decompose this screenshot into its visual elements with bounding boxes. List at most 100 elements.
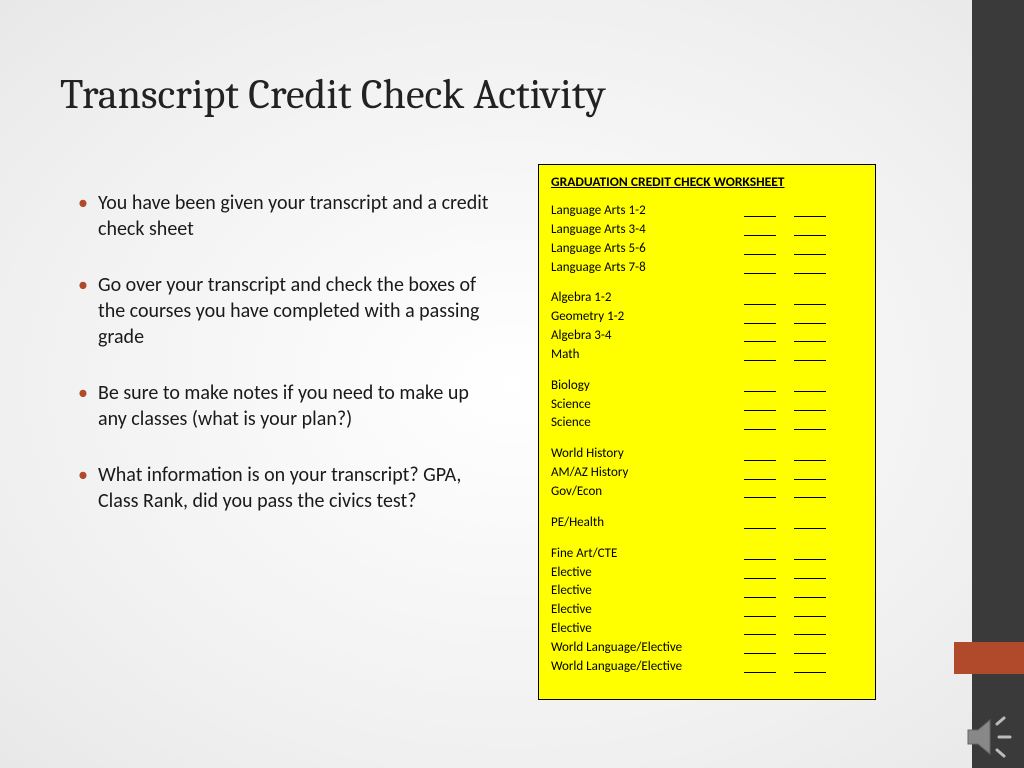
worksheet-blank [794,449,826,461]
worksheet-row: World Language/Elective [551,639,863,658]
worksheet-row: Elective [551,582,863,601]
worksheet-row-label: Elective [551,620,726,639]
worksheet-blank [744,205,776,217]
worksheet-blank [744,312,776,324]
worksheet-group: PE/Health [551,514,863,533]
worksheet-blank [794,293,826,305]
worksheet-blank [794,399,826,411]
worksheet-row-label: Biology [551,377,726,396]
worksheet-blank [794,548,826,560]
worksheet-blank [794,330,826,342]
worksheet-row-label: AM/AZ History [551,464,726,483]
worksheet-row: Algebra 3-4 [551,327,863,346]
worksheet-blank [744,605,776,617]
worksheet-row: Language Arts 5-6 [551,240,863,259]
worksheet-row-label: Fine Art/CTE [551,545,726,564]
worksheet-blank [794,642,826,654]
worksheet-blank [744,517,776,529]
worksheet-row: Language Arts 1-2 [551,202,863,221]
worksheet-row: Science [551,396,863,415]
worksheet-row: AM/AZ History [551,464,863,483]
worksheet-blank [744,642,776,654]
worksheet-row-label: PE/Health [551,514,726,533]
worksheet-blank [794,418,826,430]
worksheet-blank [744,548,776,560]
worksheet-row: Math [551,346,863,365]
worksheet-row-label: World Language/Elective [551,658,726,677]
worksheet-row-label: Language Arts 7-8 [551,259,726,278]
worksheet-blank [794,486,826,498]
bullet-item: What information is on your transcript? … [78,462,498,514]
worksheet-row-label: Science [551,414,726,433]
worksheet-row: Science [551,414,863,433]
worksheet-blank [794,623,826,635]
bullet-item: Be sure to make notes if you need to mak… [78,380,498,432]
worksheet-blank [744,293,776,305]
worksheet-row: Biology [551,377,863,396]
worksheet-blank [794,586,826,598]
worksheet-row-label: Elective [551,601,726,620]
worksheet-row: Elective [551,564,863,583]
worksheet-blank [794,517,826,529]
worksheet-row: Fine Art/CTE [551,545,863,564]
worksheet-row-label: Gov/Econ [551,483,726,502]
worksheet-blank [744,468,776,480]
bullet-item: You have been given your transcript and … [78,190,498,242]
worksheet-row-label: World History [551,445,726,464]
worksheet-title: GRADUATION CREDIT CHECK WORKSHEET [551,173,863,190]
worksheet-row-label: Elective [551,582,726,601]
worksheet-blank [744,418,776,430]
worksheet-blank [794,243,826,255]
worksheet-row: World Language/Elective [551,658,863,677]
worksheet-row-label: Language Arts 1-2 [551,202,726,221]
worksheet-blank [794,224,826,236]
worksheet-blank [744,330,776,342]
worksheet-row: Language Arts 7-8 [551,259,863,278]
worksheet-blank [744,567,776,579]
worksheet-blank [794,205,826,217]
worksheet-blank [744,399,776,411]
worksheet-blank [744,586,776,598]
slide-title: Transcript Credit Check Activity [60,70,606,119]
worksheet-blank [744,449,776,461]
worksheet-row: Elective [551,601,863,620]
worksheet-group: BiologyScienceScience [551,377,863,434]
worksheet-group: Language Arts 1-2Language Arts 3-4Langua… [551,202,863,277]
worksheet-blank [794,567,826,579]
worksheet-row: Algebra 1-2 [551,289,863,308]
worksheet-blank [794,468,826,480]
worksheet-blank [744,623,776,635]
worksheet-row: World History [551,445,863,464]
worksheet-row-label: Geometry 1-2 [551,308,726,327]
worksheet-group: Algebra 1-2Geometry 1-2Algebra 3-4Math [551,289,863,364]
worksheet-blank [794,605,826,617]
worksheet-blank [744,224,776,236]
worksheet-row-label: Algebra 1-2 [551,289,726,308]
worksheet-row-label: Language Arts 3-4 [551,221,726,240]
worksheet-row: Language Arts 3-4 [551,221,863,240]
speaker-icon[interactable] [962,712,1018,762]
worksheet-row: Geometry 1-2 [551,308,863,327]
worksheet-blank [794,349,826,361]
worksheet-group: World HistoryAM/AZ HistoryGov/Econ [551,445,863,502]
worksheet-blank [794,661,826,673]
bullet-list: You have been given your transcript and … [78,190,498,544]
worksheet-row: Elective [551,620,863,639]
worksheet-row-label: Elective [551,564,726,583]
worksheet-row-label: Language Arts 5-6 [551,240,726,259]
worksheet-row-label: Math [551,346,726,365]
worksheet-blank [794,380,826,392]
worksheet-blank [744,349,776,361]
worksheet-row: PE/Health [551,514,863,533]
credit-check-worksheet: GRADUATION CREDIT CHECK WORKSHEET Langua… [538,164,876,700]
worksheet-blank [744,262,776,274]
worksheet-row-label: Algebra 3-4 [551,327,726,346]
worksheet-blank [744,380,776,392]
worksheet-blank [794,262,826,274]
worksheet-blank [744,661,776,673]
worksheet-blank [744,486,776,498]
worksheet-blank [794,312,826,324]
worksheet-group: Fine Art/CTEElectiveElectiveElectiveElec… [551,545,863,677]
worksheet-blank [744,243,776,255]
worksheet-row-label: Science [551,396,726,415]
